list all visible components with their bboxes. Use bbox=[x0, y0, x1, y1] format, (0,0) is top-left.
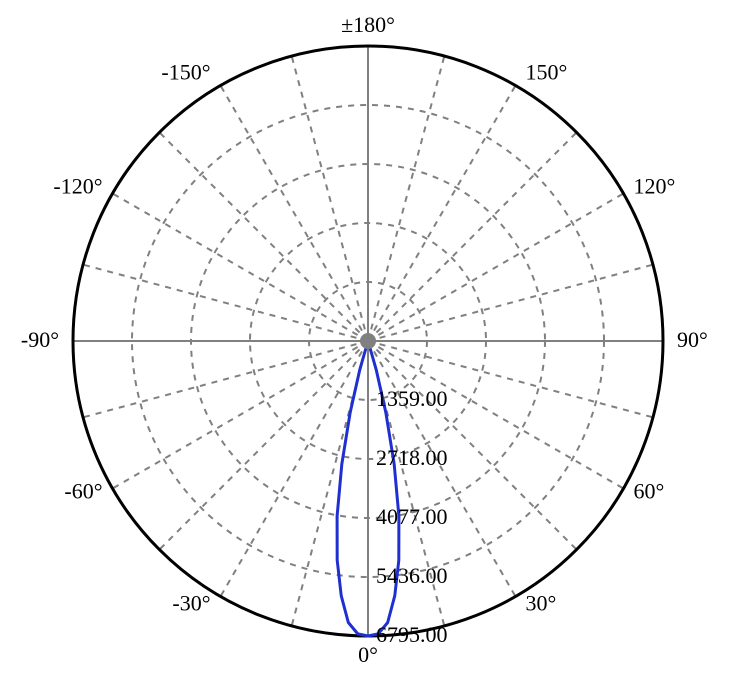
radial-label: 4077.00 bbox=[376, 504, 448, 529]
grid-spoke bbox=[83, 265, 368, 341]
grid-spoke bbox=[368, 194, 623, 342]
polar-chart-container: 1359.00 2718.00 4077.00 5436.00 6795.00 ±180°… bbox=[0, 0, 737, 683]
grid-spoke bbox=[368, 265, 653, 341]
grid-spoke bbox=[83, 341, 368, 417]
radial-label: 5436.00 bbox=[376, 563, 448, 588]
angle-label: 0° bbox=[358, 642, 378, 667]
grid-spoke bbox=[368, 56, 444, 341]
angle-label: -150° bbox=[161, 60, 210, 85]
angle-label: ±180° bbox=[341, 12, 395, 37]
grid-spoke bbox=[368, 132, 577, 341]
angle-label: -120° bbox=[53, 174, 102, 199]
angle-label: -30° bbox=[172, 590, 210, 615]
angle-label: -60° bbox=[64, 479, 102, 504]
grid-spoke bbox=[113, 194, 368, 342]
grid-spoke bbox=[221, 341, 369, 596]
radial-label: 6795.00 bbox=[376, 622, 448, 647]
center-dot bbox=[360, 333, 376, 349]
angle-label: 120° bbox=[633, 174, 675, 199]
angle-label: -90° bbox=[21, 327, 59, 352]
angle-label: 30° bbox=[526, 590, 557, 615]
radial-label: 2718.00 bbox=[376, 445, 448, 470]
grid-spoke bbox=[292, 56, 368, 341]
grid-spoke bbox=[221, 86, 369, 341]
angle-label: 150° bbox=[526, 60, 568, 85]
grid-spoke bbox=[113, 341, 368, 489]
radial-label: 1359.00 bbox=[376, 386, 448, 411]
polar-chart-svg: 1359.00 2718.00 4077.00 5436.00 6795.00 ±180°… bbox=[0, 0, 737, 683]
angle-label: 90° bbox=[677, 327, 708, 352]
grid-spoke bbox=[159, 132, 368, 341]
angle-label: 60° bbox=[633, 479, 664, 504]
grid-spoke bbox=[368, 86, 516, 341]
